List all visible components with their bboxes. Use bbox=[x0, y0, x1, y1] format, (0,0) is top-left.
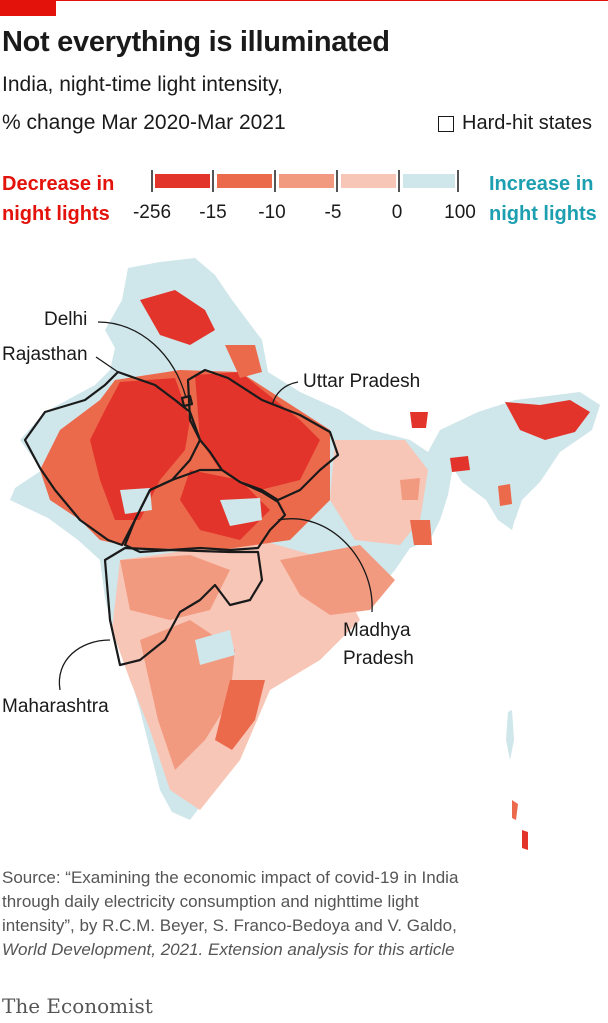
rajasthan-leader-line bbox=[95, 356, 119, 373]
andaman-islands bbox=[506, 710, 528, 850]
district-patch bbox=[225, 345, 262, 378]
district-patch bbox=[120, 488, 152, 514]
choropleth-districts bbox=[40, 290, 590, 810]
decrease-label-line2: night lights bbox=[2, 203, 110, 225]
rajasthan-outline bbox=[23, 370, 202, 547]
uttar-pradesh-leader-line bbox=[271, 381, 299, 406]
scale-bin-4 bbox=[341, 174, 396, 188]
scale-tick-label-5: 0 bbox=[391, 202, 403, 223]
increase-label-line1: Increase in bbox=[489, 173, 594, 195]
decrease-label: Decrease in night lights bbox=[2, 169, 114, 229]
brand-red-tag bbox=[0, 0, 56, 16]
scale-bin-5 bbox=[403, 174, 455, 188]
district-patch bbox=[498, 484, 512, 506]
scale-tick-label-3: -10 bbox=[258, 202, 286, 223]
delhi-outline bbox=[180, 394, 194, 408]
source-line-4: World Development, 2021. Extension analy… bbox=[2, 940, 455, 959]
district-patch bbox=[120, 555, 230, 620]
district-patch bbox=[505, 400, 590, 440]
label-rajasthan: Rajasthan bbox=[2, 344, 88, 365]
scale-bin-1 bbox=[155, 174, 210, 188]
color-scale-legend bbox=[151, 170, 459, 192]
scale-tick-label-2: -15 bbox=[199, 202, 227, 223]
top-rule bbox=[0, 0, 608, 1]
district-patch bbox=[450, 456, 470, 472]
district-patch bbox=[410, 520, 432, 545]
island bbox=[522, 830, 528, 850]
source-note: Source: “Examining the economic impact o… bbox=[2, 866, 602, 962]
island bbox=[512, 800, 518, 820]
district-patch bbox=[215, 680, 265, 750]
district-patch bbox=[280, 545, 395, 615]
chart-subtitle-line2: % change Mar 2020-Mar 2021 bbox=[2, 111, 286, 134]
scale-tick-label-1: -256 bbox=[132, 202, 172, 223]
scale-bin-2 bbox=[217, 174, 272, 188]
district-patch bbox=[330, 440, 428, 545]
chart-subtitle-line1: India, night-time light intensity, bbox=[2, 73, 283, 96]
maharashtra-outline bbox=[103, 546, 264, 667]
district-patch bbox=[195, 372, 320, 490]
brand-wordmark: The Economist bbox=[2, 994, 153, 1018]
increase-label: Increase in night lights bbox=[489, 169, 597, 229]
india-northeast-outline bbox=[448, 455, 520, 530]
label-maharashtra: Maharashtra bbox=[2, 696, 109, 717]
district-patch bbox=[140, 290, 215, 345]
maharashtra-leader-line bbox=[58, 639, 111, 691]
district-patch bbox=[220, 498, 262, 526]
hard-hit-legend: Hard-hit states bbox=[438, 112, 592, 135]
label-delhi: Delhi bbox=[44, 309, 88, 330]
source-line-3: intensity”, by R.C.M. Beyer, S. Franco-B… bbox=[2, 916, 457, 935]
madhya-pradesh-outline bbox=[123, 468, 287, 554]
madhya-pradesh-leader-line bbox=[277, 518, 373, 613]
district-patch bbox=[195, 630, 235, 665]
district-patch bbox=[410, 412, 428, 428]
scale-bin-3 bbox=[279, 174, 334, 188]
increase-label-line2: night lights bbox=[489, 203, 597, 225]
india-map bbox=[10, 258, 600, 850]
label-uttar-pradesh: Uttar Pradesh bbox=[303, 371, 421, 392]
source-line-1: Source: “Examining the economic impact o… bbox=[2, 868, 459, 887]
hard-hit-label: Hard-hit states bbox=[462, 112, 593, 134]
district-patch bbox=[400, 478, 420, 500]
island bbox=[506, 710, 514, 760]
chart-title: Not everything is illuminated bbox=[2, 26, 390, 58]
uttar-pradesh-outline bbox=[186, 368, 340, 502]
label-madhya-pradesh-line1: Madhya bbox=[343, 620, 411, 641]
delhi-leader-line bbox=[97, 321, 187, 399]
source-line-2: through daily electricity consumption an… bbox=[2, 892, 419, 911]
scale-tick-label-6: 100 bbox=[444, 202, 476, 223]
district-patch bbox=[90, 378, 190, 520]
hard-hit-swatch bbox=[438, 115, 454, 132]
decrease-label-line1: Decrease in bbox=[2, 173, 115, 195]
scale-tick-label-4: -5 bbox=[324, 202, 342, 223]
label-madhya-pradesh-line2: Pradesh bbox=[343, 648, 414, 669]
